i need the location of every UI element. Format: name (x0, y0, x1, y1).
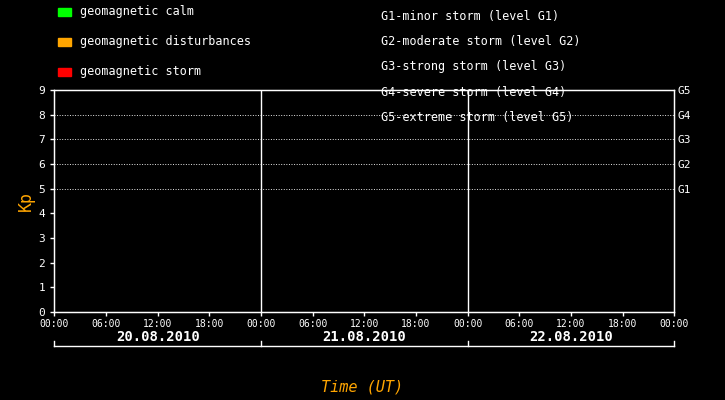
Y-axis label: Kp: Kp (17, 191, 34, 211)
Text: G4-severe storm (level G4): G4-severe storm (level G4) (381, 86, 566, 98)
Text: G5-extreme storm (level G5): G5-extreme storm (level G5) (381, 111, 573, 124)
Text: G3-strong storm (level G3): G3-strong storm (level G3) (381, 60, 566, 74)
Text: G1-minor storm (level G1): G1-minor storm (level G1) (381, 10, 559, 23)
Text: 20.08.2010: 20.08.2010 (116, 330, 199, 344)
Text: geomagnetic disturbances: geomagnetic disturbances (80, 36, 251, 48)
Text: geomagnetic calm: geomagnetic calm (80, 6, 194, 18)
Text: G2-moderate storm (level G2): G2-moderate storm (level G2) (381, 35, 580, 48)
Text: 21.08.2010: 21.08.2010 (323, 330, 406, 344)
Text: Time (UT): Time (UT) (321, 379, 404, 394)
Text: 22.08.2010: 22.08.2010 (529, 330, 613, 344)
Text: geomagnetic storm: geomagnetic storm (80, 66, 201, 78)
